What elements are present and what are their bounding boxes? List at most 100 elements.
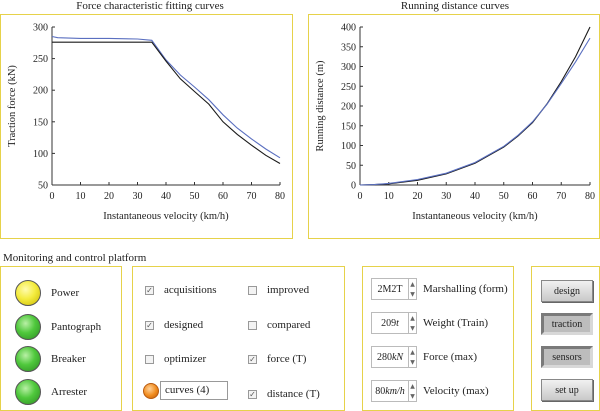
checkbox-optimizer[interactable]: optimizer	[145, 353, 206, 365]
x-axis-label: Instantaneous velocity (km/h)	[103, 211, 229, 222]
force-chart-panel: 0 10 20 30 40 50 60 70 80 50 100 150 200 250 300 Instan…	[0, 14, 293, 239]
curves-indicator-icon	[143, 383, 159, 399]
y-tick-label: 300	[341, 62, 356, 73]
x-tick-label: 20	[413, 191, 423, 202]
y-tick-label: 50	[38, 181, 48, 192]
y-tick-label: 200	[341, 102, 356, 113]
y-tick-label: 300	[33, 23, 48, 34]
x-tick-label: 50	[190, 191, 200, 202]
checkbox-box[interactable]	[248, 285, 257, 295]
x-tick-label: 0	[358, 191, 363, 202]
param-value-field[interactable]: 2M2T	[371, 278, 409, 300]
x-tick-label: 80	[585, 191, 595, 202]
param-value-field[interactable]: 209 t	[371, 312, 409, 334]
x-tick-label: 70	[556, 191, 566, 202]
series-line-0	[51, 35, 281, 159]
x-tick-label: 20	[104, 191, 114, 202]
param-weight: 209 t ▲ ▼ Weight (Train)	[371, 311, 488, 335]
checkbox-label: improved	[267, 284, 310, 296]
distance-chart-panel: 0 10 20 30 40 50 60 70 80 0 50 100 150 200 250 300 350 40…	[308, 14, 600, 239]
param-force: 280 kN ▲ ▼ Force (max)	[371, 345, 477, 369]
design-button[interactable]: design	[541, 280, 593, 302]
curves-field[interactable]: curves (4)	[160, 381, 228, 400]
power-lamp-icon	[15, 280, 41, 306]
checkbox-force-t[interactable]: ✓ force (T)	[248, 353, 306, 365]
y-tick-label: 100	[341, 141, 356, 152]
y-tick-label: 250	[341, 82, 356, 93]
options-panel: ✓ acquisitions ✓ designed optimizer curv…	[132, 266, 345, 411]
indicator-breaker: Breaker	[15, 344, 86, 374]
x-tick-label: 70	[247, 191, 257, 202]
y-tick-label: 150	[341, 121, 356, 132]
checkbox-compared[interactable]: compared	[248, 319, 310, 331]
series-line-1	[52, 41, 281, 164]
buttons-panel: design traction sensors set up	[531, 266, 600, 411]
y-tick-label: 50	[346, 161, 356, 172]
parameters-panel: 2M2T ▲ ▼ Marshalling (form) 209 t ▲ ▼ Weigh…	[362, 266, 514, 411]
checkbox-label: force (T)	[267, 353, 307, 365]
checkbox-designed[interactable]: ✓ designed	[145, 319, 203, 331]
param-label: Force (max)	[423, 351, 478, 363]
x-tick-label: 60	[218, 191, 228, 202]
y-tick-label: 350	[341, 42, 356, 53]
spinner-arrows-icon[interactable]: ▲ ▼	[409, 380, 417, 402]
spinner-arrows-icon[interactable]: ▲ ▼	[409, 278, 417, 300]
indicator-label: Arrester	[51, 386, 88, 398]
checkbox-box[interactable]: ✓	[248, 354, 257, 364]
indicator-label: Pantograph	[51, 321, 102, 333]
indicator-pantograph: Pantograph	[15, 312, 101, 342]
y-tick-label: 200	[33, 86, 48, 97]
checkbox-distance-t[interactable]: ✓ distance (T)	[248, 388, 320, 400]
y-axis-label: Traction force (kN)	[7, 65, 18, 147]
y-tick-label: 250	[33, 54, 48, 65]
checkbox-box[interactable]: ✓	[248, 389, 257, 399]
platform-title: Monitoring and control platform	[3, 252, 147, 264]
x-tick-label: 30	[441, 191, 451, 202]
checkbox-box[interactable]: ✓	[145, 285, 154, 295]
force-chart: 0 10 20 30 40 50 60 70 80 50 100 150 200 250 300 Instan…	[7, 23, 285, 223]
indicators-panel: Power Pantograph Breaker Arrester	[0, 266, 122, 411]
checkbox-acquisitions[interactable]: ✓ acquisitions	[145, 284, 217, 296]
x-tick-label: 60	[528, 191, 538, 202]
param-marshalling: 2M2T ▲ ▼ Marshalling (form)	[371, 277, 508, 301]
distance-chart-title: Running distance curves	[400, 0, 510, 12]
spinner-arrows-icon[interactable]: ▲ ▼	[409, 346, 417, 368]
traction-button[interactable]: traction	[541, 313, 593, 335]
x-axis-label: Instantaneous velocity (km/h)	[412, 211, 538, 222]
param-label: Velocity (max)	[423, 385, 489, 397]
x-tick-label: 10	[384, 191, 394, 202]
y-tick-label: 400	[341, 23, 356, 34]
force-chart-title: Force characteristic fitting curves	[76, 0, 224, 12]
x-tick-label: 40	[470, 191, 480, 202]
distance-chart: 0 10 20 30 40 50 60 70 80 0 50 100 150 200 250 300 350 40…	[315, 23, 595, 223]
checkbox-box[interactable]	[145, 354, 154, 364]
x-tick-label: 80	[275, 191, 285, 202]
pantograph-lamp-icon	[15, 314, 41, 340]
param-value-field[interactable]: 80 km/h	[371, 380, 409, 402]
x-tick-label: 30	[133, 191, 143, 202]
y-tick-label: 0	[351, 181, 356, 192]
checkbox-label: compared	[267, 319, 311, 331]
indicator-power: Power	[15, 278, 79, 308]
set-up-button[interactable]: set up	[541, 379, 593, 401]
checkbox-label: designed	[164, 319, 204, 331]
y-tick-label: 150	[33, 117, 48, 128]
x-tick-label: 50	[499, 191, 509, 202]
indicator-label: Power	[51, 287, 80, 299]
param-value-field[interactable]: 280 kN	[371, 346, 409, 368]
breaker-lamp-icon	[15, 346, 41, 372]
checkbox-label: optimizer	[164, 353, 207, 365]
x-tick-label: 10	[76, 191, 86, 202]
param-label: Marshalling (form)	[423, 283, 508, 295]
y-tick-label: 100	[33, 149, 48, 160]
y-axis-label: Running distance (m)	[315, 60, 326, 151]
checkbox-label: acquisitions	[164, 284, 217, 296]
checkbox-box[interactable]: ✓	[145, 320, 154, 330]
spinner-arrows-icon[interactable]: ▲ ▼	[409, 312, 417, 334]
checkbox-improved[interactable]: improved	[248, 284, 309, 296]
sensors-button[interactable]: sensors	[541, 346, 593, 368]
indicator-arrester: Arrester	[15, 377, 87, 407]
indicator-label: Breaker	[51, 353, 86, 365]
checkbox-label: distance (T)	[267, 388, 320, 400]
checkbox-box[interactable]	[248, 320, 257, 330]
